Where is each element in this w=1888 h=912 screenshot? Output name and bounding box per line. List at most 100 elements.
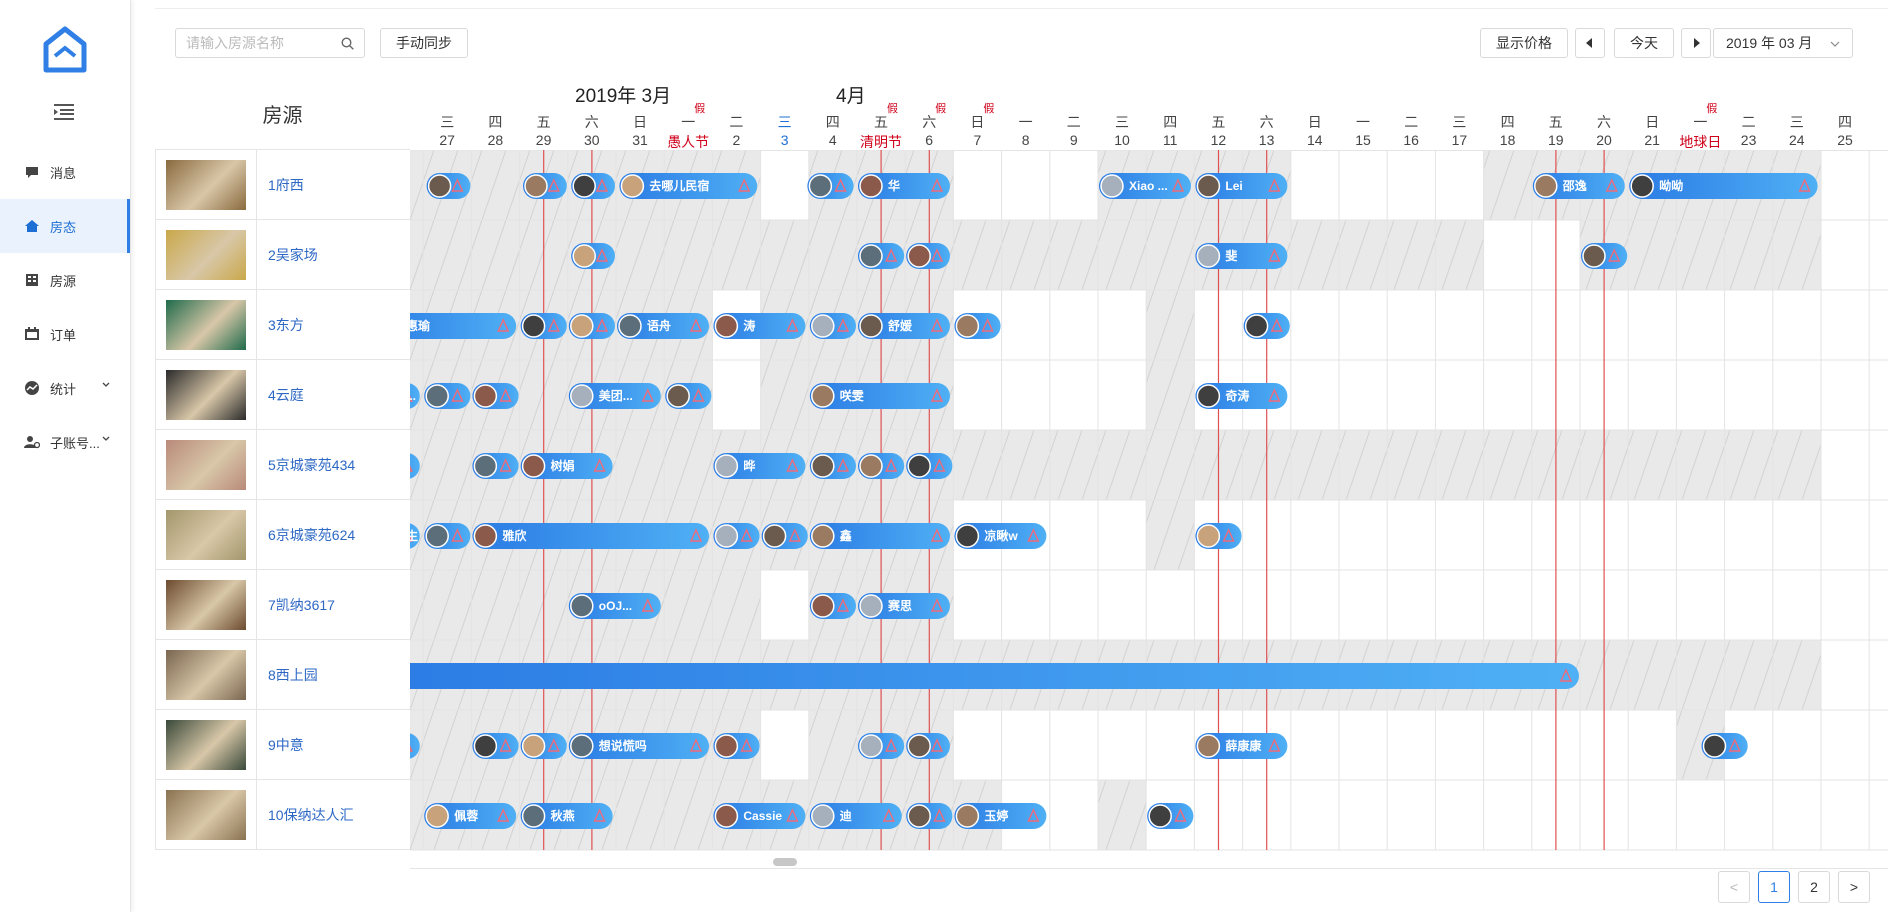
booking-bar[interactable]: 凉瞅w <box>954 523 1047 549</box>
booking-bar[interactable] <box>520 733 567 759</box>
booking-bar[interactable] <box>858 243 905 269</box>
booking-bar[interactable] <box>424 383 471 409</box>
room-photo[interactable] <box>166 650 246 700</box>
booking-bar[interactable] <box>410 733 420 759</box>
nav-item-house[interactable]: 房态 <box>0 199 130 253</box>
booking-bar[interactable]: 晔 <box>713 453 806 479</box>
booking-bar[interactable]: 奇涛 <box>1195 383 1288 409</box>
search-box[interactable] <box>175 28 365 58</box>
booking-bar[interactable] <box>523 173 567 199</box>
booking-bar[interactable]: 咲雯 <box>809 383 950 409</box>
nav-item-chat[interactable]: 消息 <box>0 145 130 199</box>
room-name-link[interactable]: 8西上园 <box>268 667 318 683</box>
booking-bar[interactable]: 华 <box>858 173 950 199</box>
booking-bar[interactable]: 鑫 <box>809 523 950 549</box>
room-photo[interactable] <box>166 510 246 560</box>
booking-bar[interactable] <box>472 453 519 479</box>
booking-bar[interactable] <box>426 173 471 199</box>
booking-bar[interactable] <box>568 313 615 339</box>
room-photo[interactable] <box>166 720 246 770</box>
booking-bar[interactable] <box>906 803 953 829</box>
menu-collapse-icon[interactable] <box>54 104 74 120</box>
booking-bar[interactable] <box>1147 803 1194 829</box>
manual-sync-button[interactable]: 手动同步 <box>380 28 468 58</box>
booking-bar[interactable]: 舒媛 <box>858 313 950 339</box>
booking-bar[interactable] <box>472 733 519 759</box>
booking-bar[interactable]: 薛康康 <box>1195 733 1288 759</box>
booking-bar[interactable]: Lei <box>1195 173 1288 199</box>
booking-bar[interactable] <box>571 243 615 269</box>
room-name-link[interactable]: 7凯纳3617 <box>268 597 335 613</box>
room-photo[interactable] <box>166 230 246 280</box>
booking-bar[interactable]: ... <box>410 383 420 409</box>
booking-bar[interactable] <box>410 663 1579 689</box>
nav-item-user-settings[interactable]: 子账号... <box>0 415 130 469</box>
booking-bar[interactable]: 斐 <box>1195 243 1288 269</box>
booking-bar[interactable]: 树娟 <box>520 453 613 479</box>
booking-bar[interactable]: 生 <box>410 523 420 549</box>
show-price-button[interactable]: 显示价格 <box>1480 28 1568 58</box>
booking-bar[interactable] <box>906 243 950 269</box>
booking-bar[interactable] <box>1195 523 1242 549</box>
booking-bar[interactable] <box>858 733 905 759</box>
booking-bar[interactable] <box>713 523 760 549</box>
room-name-link[interactable]: 10保纳达人汇 <box>268 807 354 823</box>
booking-bar[interactable]: Xiao ... <box>1099 173 1191 199</box>
room-name-link[interactable]: 2吴家场 <box>268 247 318 263</box>
prev-page-button[interactable]: < <box>1718 871 1750 903</box>
booking-bar[interactable]: oOJ... <box>568 593 661 619</box>
today-button[interactable]: 今天 <box>1614 28 1674 58</box>
booking-bar[interactable]: 玉婷 <box>954 803 1047 829</box>
booking-bar[interactable] <box>472 383 519 409</box>
booking-bar[interactable] <box>1243 313 1290 339</box>
booking-bar[interactable] <box>906 733 950 759</box>
room-name-link[interactable]: 1府西 <box>268 177 304 193</box>
booking-bar[interactable]: 佩蓉 <box>424 803 517 829</box>
booking-bar[interactable] <box>410 453 420 479</box>
room-name-link[interactable]: 9中意 <box>268 737 304 753</box>
room-photo[interactable] <box>166 370 246 420</box>
page-button-2[interactable]: 2 <box>1798 871 1830 903</box>
nav-item-trend[interactable]: 统计 <box>0 361 130 415</box>
booking-bar[interactable]: 迪 <box>809 803 902 829</box>
booking-bar[interactable] <box>424 523 471 549</box>
room-name-link[interactable]: 5京城豪苑434 <box>268 457 356 473</box>
booking-bar[interactable] <box>809 453 856 479</box>
horizontal-scrollbar-thumb[interactable] <box>773 858 797 866</box>
booking-bar[interactable]: 涛 <box>713 313 806 339</box>
room-photo[interactable] <box>166 790 246 840</box>
booking-bar[interactable]: 惠瑜 <box>410 313 517 339</box>
room-name-link[interactable]: 4云庭 <box>268 387 304 403</box>
booking-bar[interactable] <box>809 593 856 619</box>
room-photo[interactable] <box>166 580 246 630</box>
next-month-button[interactable] <box>1681 28 1711 58</box>
room-name-link[interactable]: 6京城豪苑624 <box>268 527 356 543</box>
booking-bar[interactable]: 秋燕 <box>520 803 613 829</box>
booking-bar[interactable] <box>807 173 854 199</box>
search-input[interactable] <box>176 29 346 57</box>
booking-bar[interactable]: 雅欣 <box>472 523 709 549</box>
booking-bar[interactable] <box>713 733 760 759</box>
booking-bar[interactable] <box>665 383 712 409</box>
booking-bar[interactable]: Cassie <box>713 803 806 829</box>
room-photo[interactable] <box>166 440 246 490</box>
booking-bar[interactable] <box>954 313 1001 339</box>
logo-icon[interactable] <box>42 26 88 76</box>
booking-bar[interactable]: 去哪儿民宿 <box>619 173 758 199</box>
booking-bar[interactable] <box>1581 243 1628 269</box>
page-button-1[interactable]: 1 <box>1758 871 1790 903</box>
booking-bar[interactable] <box>520 313 567 339</box>
booking-bar[interactable]: 邵逸 <box>1532 173 1625 199</box>
booking-bar[interactable]: 美团... <box>568 383 661 409</box>
booking-bar[interactable] <box>809 313 856 339</box>
booking-bar[interactable] <box>858 453 905 479</box>
booking-bar[interactable] <box>1701 733 1748 759</box>
next-page-button[interactable]: > <box>1838 871 1870 903</box>
nav-item-calendar[interactable]: 订单 <box>0 307 130 361</box>
search-icon[interactable] <box>341 37 354 50</box>
room-photo[interactable] <box>166 300 246 350</box>
booking-bar[interactable]: 语舟 <box>617 313 709 339</box>
booking-bar[interactable]: 呦呦 <box>1629 173 1818 199</box>
booking-bar[interactable] <box>906 453 953 479</box>
horizontal-scrollbar-track[interactable] <box>410 868 1888 869</box>
